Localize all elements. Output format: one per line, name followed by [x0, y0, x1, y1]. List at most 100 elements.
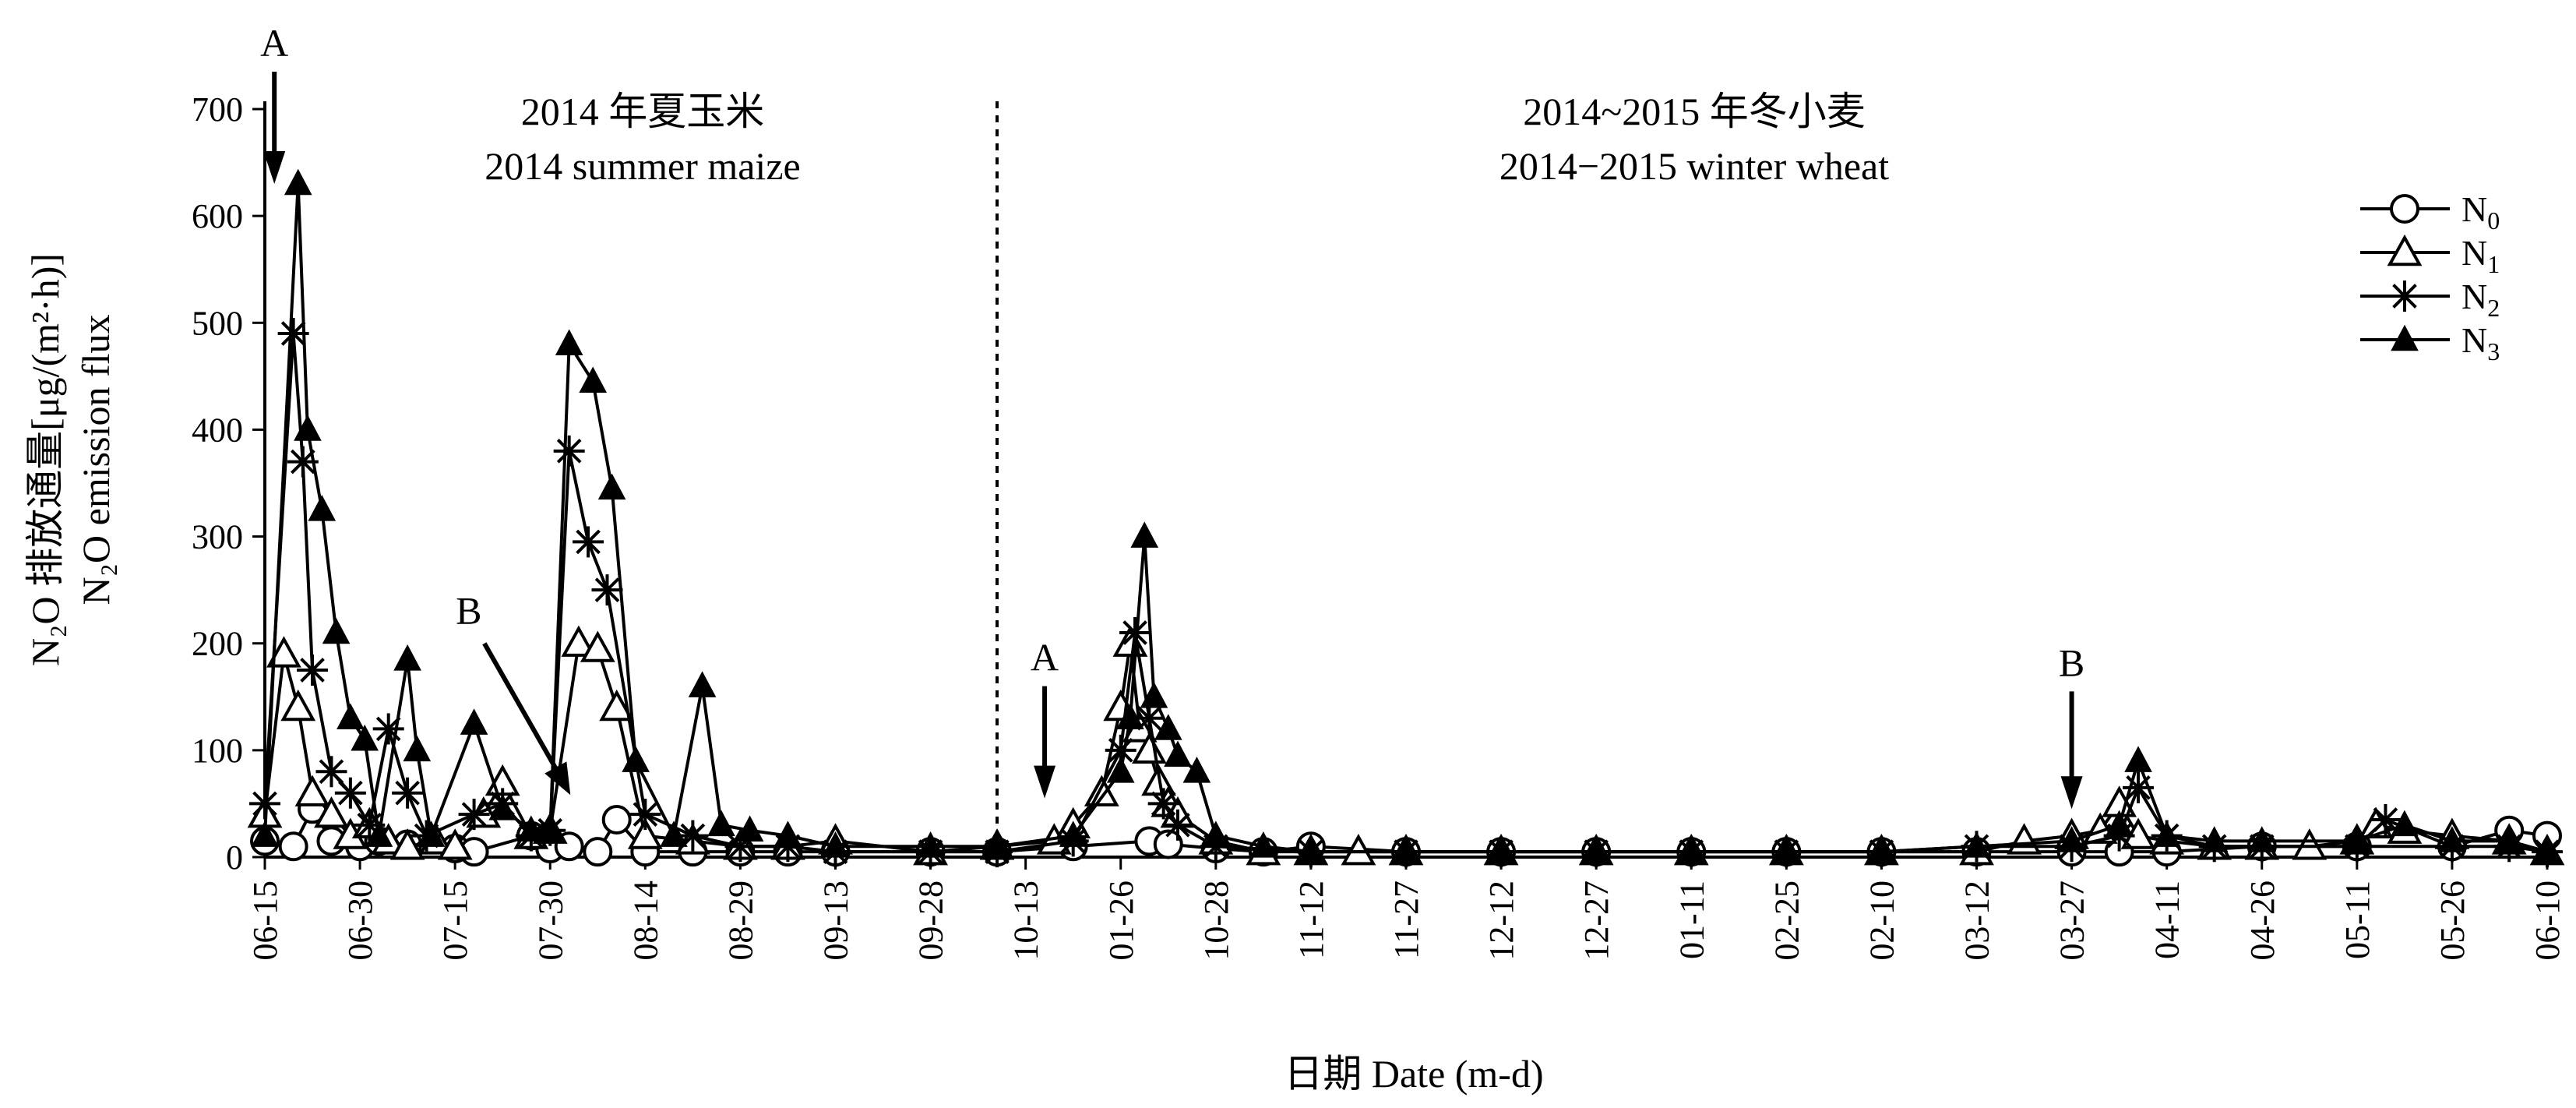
x-tick-label: 04-26	[2243, 880, 2282, 961]
series-line	[263, 182, 2548, 854]
data-point	[1582, 836, 1610, 863]
data-point	[278, 831, 308, 862]
data-point	[1153, 829, 1183, 859]
annotation-arrow-head	[1034, 765, 1056, 799]
annotation-arrow-head	[2060, 776, 2083, 810]
y-tick-label: 300	[192, 518, 243, 556]
data-point	[517, 815, 545, 842]
data-point	[1867, 836, 1896, 863]
x-tick-label: 02-25	[1767, 880, 1806, 961]
annotation-B-1: B	[456, 589, 571, 796]
x-tick-label: 05-11	[2338, 880, 2377, 959]
data-point	[1487, 836, 1515, 863]
data-point	[553, 435, 585, 467]
x-tick-label: 08-14	[626, 880, 664, 961]
data-point	[297, 655, 329, 686]
data-point	[266, 636, 301, 668]
x-tick-label: 01-11	[1672, 880, 1711, 959]
title-right-zh: 2014~2015 年冬小麦	[1523, 90, 1866, 133]
data-point	[389, 828, 425, 860]
x-tick-label: 06-30	[341, 880, 379, 961]
legend-item-N2: N2	[2360, 277, 2500, 322]
data-point	[2200, 826, 2229, 852]
data-point	[561, 625, 597, 657]
data-point	[2152, 820, 2181, 847]
data-point	[1162, 809, 1193, 841]
x-tick-label: 01-26	[1102, 880, 1140, 961]
data-point	[1164, 740, 1192, 767]
data-point	[1297, 836, 1325, 863]
y-tick-label: 400	[192, 411, 243, 449]
x-tick-label: 05-26	[2433, 880, 2472, 961]
data-point	[555, 329, 583, 356]
title-left-en: 2014 summer maize	[485, 144, 800, 188]
x-tick-label: 08-29	[721, 880, 759, 961]
x-axis-label: 日期 Date (m-d)	[1284, 1052, 1543, 1096]
data-point	[1147, 788, 1179, 820]
x-tick-label: 07-15	[436, 880, 474, 961]
series-layer	[247, 168, 2565, 868]
data-point	[294, 775, 330, 806]
y-tick-label: 700	[192, 90, 243, 129]
data-point	[591, 574, 623, 606]
y-axis-label-zh: N₂O 排放通量[μg/(m²·h)]	[23, 253, 67, 666]
x-tick-label: 11-12	[1292, 880, 1330, 959]
data-point	[2387, 234, 2423, 266]
data-point	[2057, 826, 2086, 852]
data-point	[392, 777, 424, 809]
data-point	[458, 799, 490, 831]
x-tick-label: 02-10	[1862, 880, 1901, 961]
data-point	[1962, 831, 1991, 858]
data-point	[579, 366, 608, 393]
x-tick-label: 06-10	[2528, 880, 2567, 961]
data-point	[403, 735, 432, 762]
data-point	[688, 671, 717, 697]
data-point	[774, 820, 802, 847]
data-point	[2391, 810, 2419, 837]
data-point	[251, 820, 279, 847]
data-point	[2391, 324, 2419, 351]
data-point	[573, 526, 604, 558]
annotation-arrow-head	[544, 761, 571, 796]
y-axis-label-en: N₂O emission flux	[74, 315, 118, 605]
axes-layer: 0 100 200 300 400 500 600 700 06-15 06-30 07-15 07-…	[192, 90, 2567, 961]
legend-label: N2	[2461, 277, 2500, 322]
y-tick-label: 600	[192, 197, 243, 235]
annotation-arrow-head	[263, 151, 286, 184]
data-point	[417, 820, 446, 847]
data-point	[488, 794, 517, 820]
data-point	[365, 820, 393, 847]
legend-label: N3	[2461, 320, 2500, 365]
data-point	[437, 828, 473, 860]
title-left-zh: 2014 年夏玉米	[521, 90, 765, 133]
series-N3	[251, 168, 2561, 863]
series-line	[263, 332, 2548, 854]
data-point	[707, 810, 735, 837]
data-point	[627, 817, 663, 849]
data-point	[660, 820, 688, 847]
y-tick-label: 500	[192, 304, 243, 342]
data-point	[2124, 746, 2152, 772]
data-point	[308, 495, 337, 521]
x-tick-label: 03-12	[1958, 880, 1996, 961]
annotation-label: A	[260, 21, 288, 65]
title-right-en: 2014−2015 winter wheat	[1499, 144, 1889, 188]
data-point	[735, 815, 764, 842]
data-point	[249, 788, 280, 820]
data-point	[284, 168, 312, 196]
data-point	[821, 831, 850, 858]
data-point	[599, 689, 635, 722]
x-tick-label: 11-27	[1387, 880, 1425, 959]
data-point	[1182, 757, 1211, 783]
x-tick-label: 06-15	[246, 880, 284, 961]
annotation-A-2: A	[1031, 636, 1059, 799]
data-point	[334, 777, 366, 809]
legend-label: N1	[2461, 233, 2500, 278]
annotation-arrow-shaft	[482, 642, 565, 782]
data-point	[280, 689, 316, 722]
legend-item-N3: N3	[2360, 320, 2500, 365]
data-point	[337, 703, 365, 730]
x-tick-label: 10-28	[1197, 880, 1235, 961]
